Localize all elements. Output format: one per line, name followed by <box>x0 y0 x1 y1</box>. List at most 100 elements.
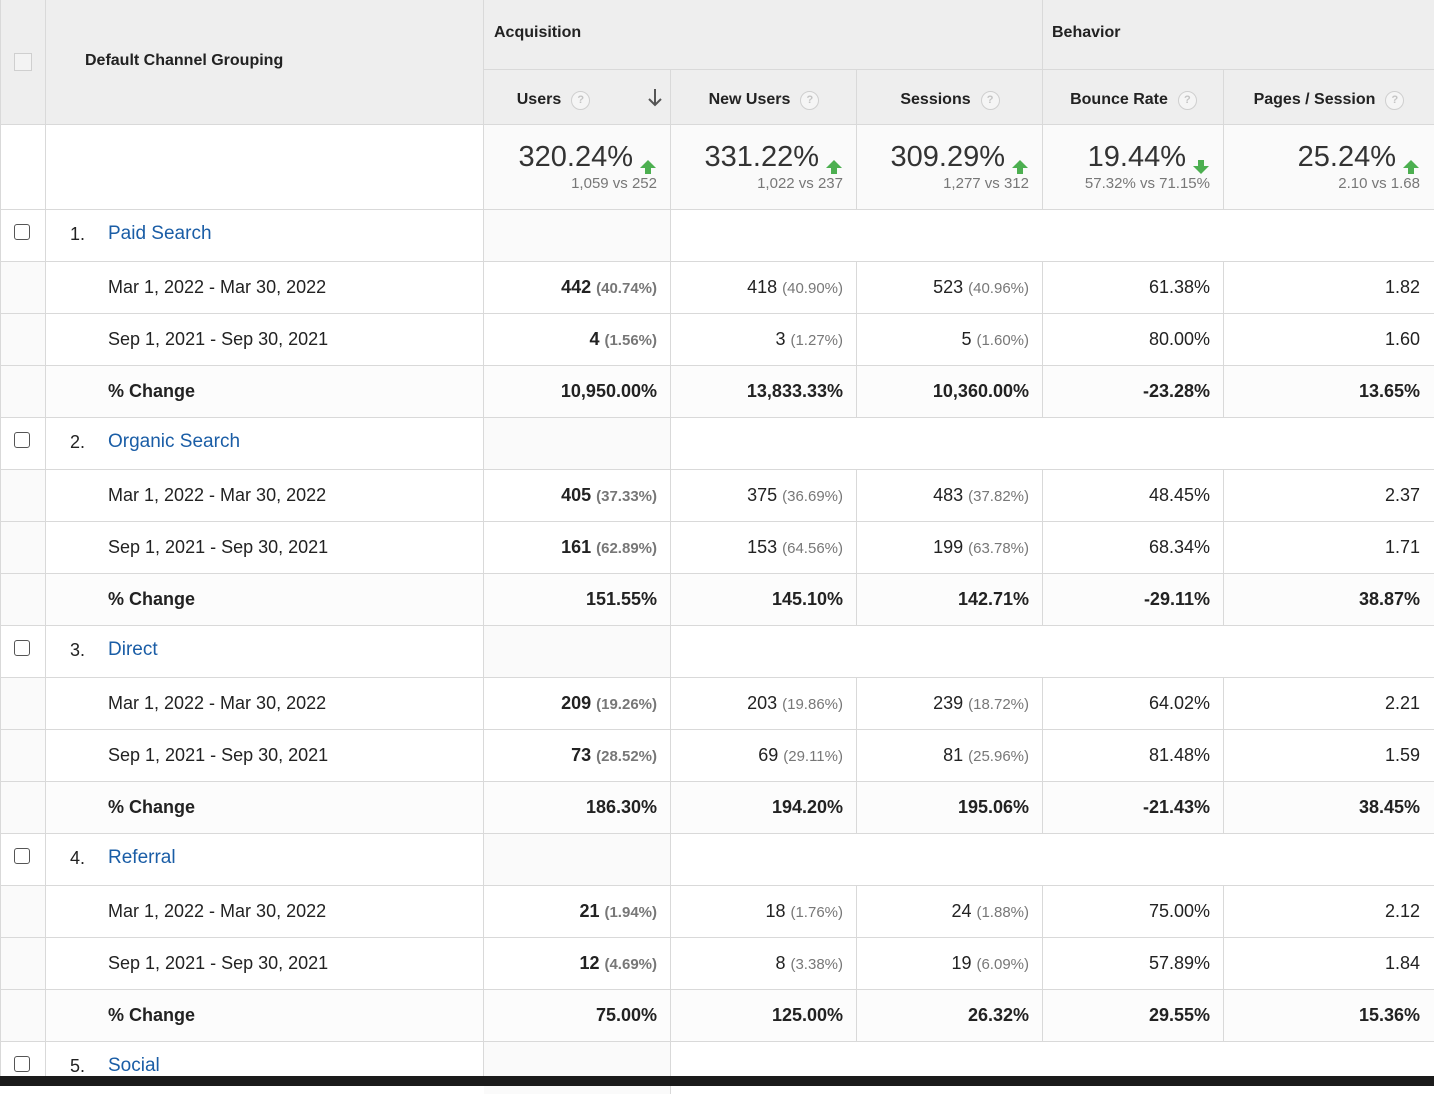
column-header-bar <box>484 70 1434 125</box>
cell-users: 73 (28.52%) <box>571 745 657 766</box>
grid-line <box>670 418 671 470</box>
grid-line <box>0 469 1434 470</box>
grid-line <box>856 470 857 522</box>
grid-line <box>856 990 857 1042</box>
change-row <box>0 574 1434 626</box>
row-checkbox[interactable] <box>14 1056 30 1072</box>
cell-users: 12 (4.69%) <box>579 953 657 974</box>
grid-line <box>1042 678 1043 730</box>
row-checkbox[interactable] <box>14 224 30 240</box>
cell-value: 161 <box>561 537 592 557</box>
help-icon[interactable]: ? <box>800 90 820 110</box>
channel-link[interactable]: Organic Search <box>108 431 241 452</box>
select-all-checkbox[interactable] <box>14 53 32 71</box>
cell-value: 375 <box>747 485 778 505</box>
channel-link[interactable]: Social <box>108 1055 160 1076</box>
channel-link[interactable]: Referral <box>108 847 176 868</box>
grid-line <box>1223 70 1224 210</box>
grid-line <box>670 990 671 1042</box>
grid-line <box>856 886 857 938</box>
column-header-bounce-rate[interactable]: Bounce Rate? <box>1043 86 1224 114</box>
cell-users: 151.55% <box>586 589 657 610</box>
cell-sessions: 24 (1.88%) <box>951 901 1029 922</box>
column-header-pages-per-session[interactable]: Pages / Session? <box>1224 86 1434 114</box>
cell-percent: (40.90%) <box>782 280 843 297</box>
change-row <box>0 782 1434 834</box>
grid-line <box>856 678 857 730</box>
cell-percent: (64.56%) <box>782 540 843 557</box>
row-gutter <box>0 522 46 574</box>
grid-line <box>670 574 671 626</box>
dimension-label[interactable]: Default Channel Grouping <box>85 52 284 69</box>
column-header-sessions-label: Sessions <box>900 91 971 108</box>
channel-link[interactable]: Paid Search <box>108 223 212 244</box>
change-label: % Change <box>108 589 196 609</box>
channel-link[interactable]: Direct <box>108 639 158 660</box>
date-range-label: Sep 1, 2021 - Sep 30, 2021 <box>108 537 329 557</box>
cell-bounce-rate: 75.00% <box>1149 901 1210 922</box>
summary-compare: 57.32% vs 71.15% <box>1084 175 1210 192</box>
grid-line <box>0 573 1434 574</box>
row-gutter <box>0 886 46 938</box>
grid-line <box>856 314 857 366</box>
cell-new-users: 13,833.33% <box>747 381 843 402</box>
row-checkbox[interactable] <box>14 640 30 656</box>
grid-line <box>0 417 1434 418</box>
cell-value: 239 <box>933 693 964 713</box>
row-checkbox[interactable] <box>14 432 30 448</box>
cell-sessions: 142.71% <box>958 589 1029 610</box>
cell-value: 10,950.00% <box>560 381 657 401</box>
cell-new-users: 153 (64.56%) <box>747 537 843 558</box>
cell-value: 483 <box>933 485 964 505</box>
cell-value: 21 <box>579 901 600 921</box>
cell-percent: (37.82%) <box>968 488 1029 505</box>
change-label: % Change <box>108 797 196 817</box>
summary-change: 309.29% <box>891 141 1030 174</box>
grid-line <box>1223 470 1224 522</box>
column-header-sessions[interactable]: Sessions? <box>857 86 1043 114</box>
grid-line <box>856 938 857 990</box>
help-icon[interactable]: ? <box>1385 90 1405 110</box>
change-row <box>0 990 1434 1042</box>
cell-value: 153 <box>747 537 778 557</box>
cell-percent: (63.78%) <box>968 540 1029 557</box>
cell-value: 199 <box>933 537 964 557</box>
row-gutter <box>0 470 46 522</box>
cell-sessions: 19 (6.09%) <box>951 953 1029 974</box>
cell-bounce-rate: 48.45% <box>1149 485 1210 506</box>
cell-value: 26.32% <box>967 1005 1029 1025</box>
column-header-new-users[interactable]: New Users? <box>671 86 857 114</box>
cell-value: 125.00% <box>771 1005 843 1025</box>
cell-value: 5 <box>961 329 972 349</box>
cell-sessions: 523 (40.96%) <box>933 277 1029 298</box>
summary-pages-per-session: 25.24% 2.10 vs 1.68 <box>1224 125 1434 210</box>
grid-line <box>1042 262 1043 314</box>
cell-value: -29.11% <box>1143 589 1210 609</box>
cell-value: 81.48% <box>1148 745 1210 765</box>
grid-line <box>670 70 671 210</box>
cell-value: 61.38% <box>1148 277 1210 297</box>
cell-users: 405 (37.33%) <box>561 485 657 506</box>
summary-change: 25.24% <box>1298 141 1420 174</box>
cell-users: 4 (1.56%) <box>589 329 657 350</box>
grid-line <box>1042 0 1043 210</box>
help-icon[interactable]: ? <box>1177 90 1197 110</box>
dimension-header <box>0 0 484 125</box>
help-icon[interactable]: ? <box>980 90 1000 110</box>
cell-sessions: 239 (18.72%) <box>933 693 1029 714</box>
cell-bounce-rate: 81.48% <box>1149 745 1210 766</box>
grid-line <box>670 262 671 314</box>
cell-pages-per-session: 13.65% <box>1359 381 1420 402</box>
cell-percent: (19.26%) <box>596 696 657 713</box>
sort-descending-icon[interactable] <box>647 88 663 108</box>
cell-percent: (1.27%) <box>790 332 843 349</box>
cell-value: 69 <box>758 745 779 765</box>
cell-pages-per-session: 1.84 <box>1385 953 1420 974</box>
cell-value: 38.45% <box>1358 797 1420 817</box>
help-icon[interactable]: ? <box>571 90 591 110</box>
cell-sessions: 483 (37.82%) <box>933 485 1029 506</box>
cell-bounce-rate: -23.28% <box>1143 381 1210 402</box>
row-rank: 4. <box>70 848 86 868</box>
row-checkbox[interactable] <box>14 848 30 864</box>
column-header-users[interactable]: Users? <box>484 86 671 114</box>
